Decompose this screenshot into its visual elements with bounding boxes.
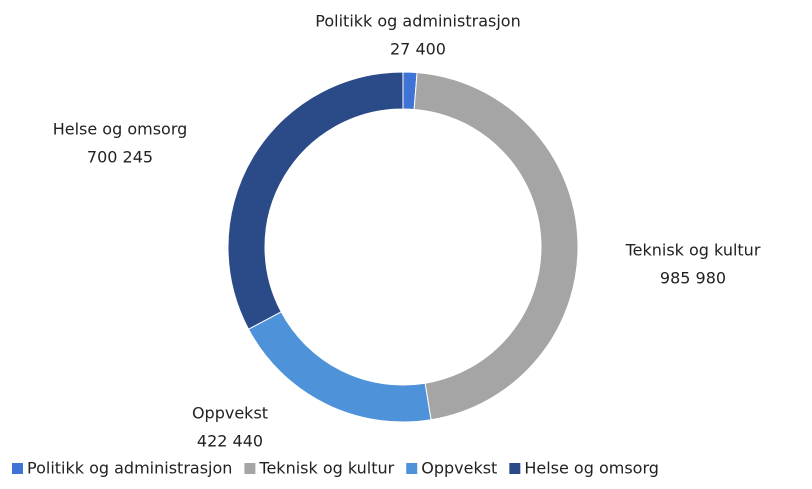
legend-label: Politikk og administrasjon bbox=[27, 459, 232, 478]
data-label-value: 27 400 bbox=[390, 40, 446, 59]
legend-label: Oppvekst bbox=[421, 459, 497, 478]
data-label-value: 700 245 bbox=[87, 148, 153, 167]
legend-label: Teknisk og kultur bbox=[258, 459, 394, 478]
legend-swatch bbox=[509, 463, 521, 474]
donut-segment bbox=[227, 71, 404, 330]
data-label-value: 985 980 bbox=[660, 269, 726, 288]
data-label-value: 422 440 bbox=[197, 432, 263, 451]
legend-swatch bbox=[244, 463, 256, 474]
data-label-name: Teknisk og kultur bbox=[625, 241, 761, 260]
data-label-name: Oppvekst bbox=[192, 404, 268, 423]
donut-segment bbox=[247, 311, 432, 423]
legend-swatch bbox=[406, 463, 418, 474]
data-label-name: Politikk og administrasjon bbox=[315, 12, 520, 31]
data-label-name: Helse og omsorg bbox=[53, 120, 188, 139]
legend-swatch bbox=[12, 463, 23, 474]
legend-label: Helse og omsorg bbox=[524, 459, 659, 478]
donut-segment bbox=[413, 72, 579, 421]
